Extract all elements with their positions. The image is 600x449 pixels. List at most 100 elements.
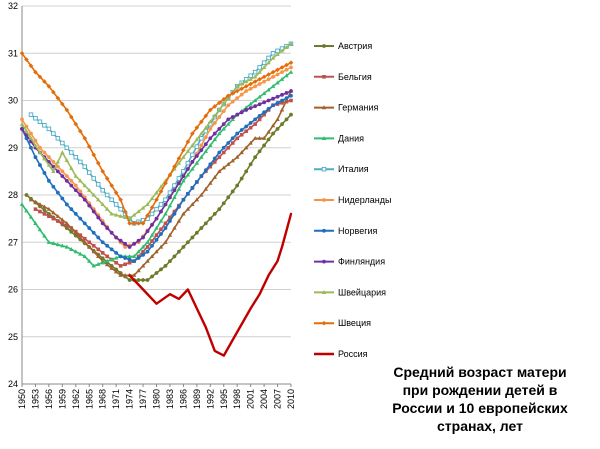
data-point: [275, 52, 280, 57]
data-point: [253, 122, 257, 126]
data-point: [172, 254, 177, 259]
data-point: [42, 156, 47, 161]
data-point: [33, 221, 38, 225]
data-point: [145, 213, 150, 218]
data-point: [118, 254, 123, 259]
legend-label: Нидерланды: [338, 195, 391, 205]
legend-label: Германия: [338, 103, 378, 113]
data-point: [185, 160, 191, 166]
data-point: [33, 199, 38, 204]
data-point: [38, 209, 42, 214]
x-tick-label: 1995: [219, 389, 229, 409]
data-point: [288, 41, 294, 46]
data-point: [257, 94, 262, 99]
data-point: [87, 226, 92, 230]
data-point: [257, 136, 262, 140]
data-point: [55, 159, 61, 164]
data-point: [91, 152, 97, 158]
data-point: [262, 79, 266, 84]
data-point: [131, 221, 137, 226]
legend-label: Италия: [338, 164, 369, 174]
data-point: [261, 60, 267, 65]
data-point: [248, 140, 253, 145]
data-point: [181, 154, 186, 159]
data-point: [203, 186, 209, 191]
data-point: [244, 89, 249, 93]
data-point: [280, 122, 284, 127]
data-point: [221, 122, 226, 127]
legend-item: Норвегия: [314, 226, 378, 236]
data-point: [190, 235, 195, 240]
data-point: [51, 169, 56, 173]
data-point: [123, 262, 127, 267]
series-2: [28, 88, 294, 277]
data-point: [91, 192, 96, 197]
legend-item: Швейцария: [314, 287, 386, 297]
data-point: [86, 144, 92, 149]
data-point: [199, 143, 204, 148]
data-point: [279, 107, 285, 112]
data-point: [226, 145, 231, 150]
x-tick-label: 1998: [232, 389, 242, 409]
data-point: [113, 202, 119, 207]
data-point: [123, 241, 128, 246]
data-point: [284, 98, 289, 103]
data-point: [73, 121, 79, 127]
data-point: [82, 254, 87, 259]
data-point: [127, 278, 132, 282]
data-point: [289, 112, 293, 117]
data-point: [60, 217, 65, 222]
data-point: [46, 206, 52, 211]
x-tick-label: 2010: [286, 389, 296, 409]
data-point: [154, 206, 159, 212]
data-point: [271, 103, 275, 108]
legend-label: Финляндия: [338, 257, 385, 267]
legend-label: Норвегия: [338, 226, 378, 236]
data-point: [289, 98, 293, 103]
data-point: [159, 227, 163, 232]
data-point: [208, 162, 213, 167]
data-point: [266, 87, 271, 92]
x-tick-label: 1956: [44, 389, 54, 409]
data-point: [208, 126, 213, 131]
data-point: [140, 263, 146, 268]
data-point: [28, 214, 34, 219]
data-point: [51, 216, 56, 221]
data-point: [239, 150, 244, 155]
data-point: [257, 69, 262, 74]
data-point: [275, 80, 280, 85]
legend-item: Бельгия: [314, 72, 372, 82]
data-point: [64, 178, 69, 183]
data-point: [271, 74, 275, 79]
data-point: [65, 223, 69, 228]
data-point: [239, 92, 244, 97]
data-point: [261, 65, 267, 70]
data-point: [132, 259, 136, 264]
data-point: [82, 183, 87, 188]
data-point: [19, 50, 25, 56]
data-point: [280, 70, 284, 75]
data-point: [257, 82, 262, 86]
data-point: [275, 100, 280, 105]
data-point: [190, 131, 195, 136]
data-point: [42, 233, 47, 238]
data-point: [262, 112, 266, 117]
data-point: [172, 225, 177, 230]
data-point: [140, 205, 146, 210]
data-point: [168, 195, 172, 200]
data-point: [172, 188, 177, 193]
data-point: [194, 125, 200, 130]
data-point: [91, 209, 96, 214]
data-point: [177, 204, 181, 209]
y-tick-label: 31: [8, 48, 18, 58]
chart-title-line: Средний возраст матери: [393, 364, 567, 380]
legend-label: Швеция: [338, 318, 371, 328]
data-point: [190, 152, 195, 158]
data-point: [73, 230, 78, 235]
data-point: [55, 169, 60, 174]
y-tick-label: 27: [8, 237, 18, 247]
data-point: [96, 235, 101, 240]
data-point: [150, 239, 154, 243]
legend-marker: [321, 320, 327, 326]
data-point: [28, 63, 34, 69]
